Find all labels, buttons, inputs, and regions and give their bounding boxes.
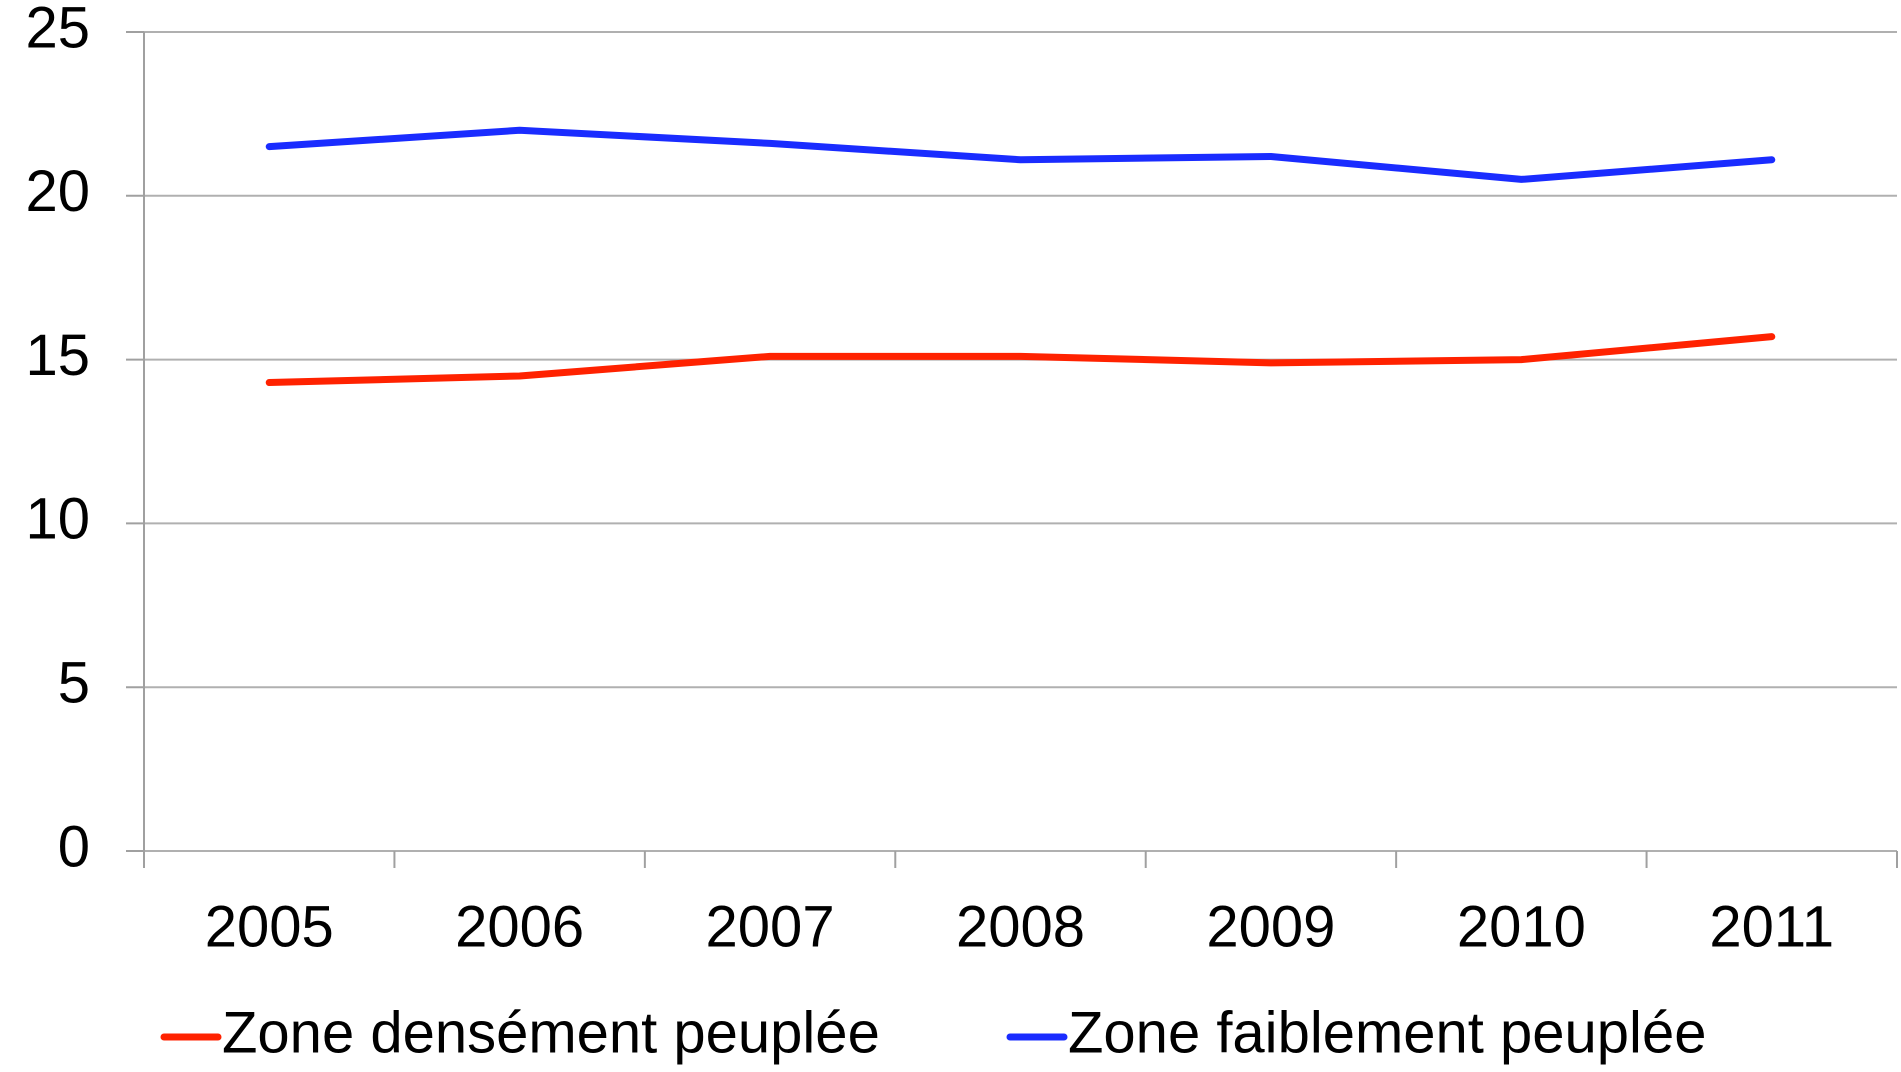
x-tick-label: 2008	[956, 894, 1085, 959]
y-tick-label: 15	[25, 323, 90, 388]
y-tick-label: 20	[25, 159, 90, 224]
y-tick-label: 10	[25, 487, 90, 552]
y-tick-label: 25	[25, 0, 90, 60]
legend-label: Zone faiblement peuplée	[1068, 1000, 1706, 1065]
x-tick-label: 2011	[1709, 894, 1834, 959]
x-tick-label: 2007	[706, 894, 835, 959]
y-tick-label: 0	[58, 814, 90, 879]
x-tick-label: 2010	[1457, 894, 1586, 959]
x-tick-label: 2009	[1206, 894, 1335, 959]
series-line	[265, 333, 1776, 387]
y-tick-label: 5	[58, 651, 90, 716]
series-line	[265, 126, 1776, 183]
x-tick-label: 2005	[205, 894, 334, 959]
x-tick-label: 2006	[455, 894, 584, 959]
legend-label: Zone densément peuplée	[222, 1000, 880, 1065]
